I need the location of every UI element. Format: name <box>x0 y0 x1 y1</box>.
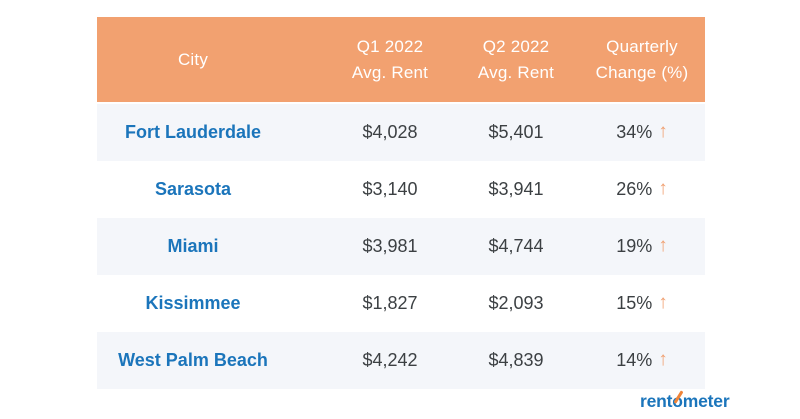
table-row-sarasota: Sarasota $3,140 $3,941 26% ↑ <box>97 161 705 218</box>
column-header-q2-rent: Q2 2022 Avg. Rent <box>453 34 579 86</box>
q1-rent-value: $4,242 <box>362 350 418 370</box>
column-header-line1: Q2 2022 <box>482 36 550 56</box>
city-name: Kissimmee <box>145 293 241 313</box>
q2-rent-value: $3,941 <box>488 179 544 199</box>
city-name: Fort Lauderdale <box>124 122 262 142</box>
q2-rent-value: $4,744 <box>488 236 544 256</box>
q1-rent-value: $3,981 <box>362 236 418 256</box>
column-header-line1: Q1 2022 <box>356 36 424 56</box>
rent-comparison-table: City Q1 2022 Avg. Rent Q2 2022 Avg. Rent… <box>97 17 705 389</box>
up-arrow-icon: ↑ <box>658 349 668 370</box>
logo-text-meter: meter <box>682 391 730 411</box>
column-header-city: City <box>177 49 209 69</box>
q1-rent-value: $3,140 <box>362 179 418 199</box>
city-name: Sarasota <box>154 179 232 199</box>
logo-o-glyph: o <box>672 391 683 411</box>
up-arrow-icon: ↑ <box>658 235 668 256</box>
q2-rent-value: $2,093 <box>488 293 544 313</box>
change-percent: 26% <box>616 179 653 199</box>
quarterly-change-value: 19% ↑ <box>579 236 705 257</box>
column-header-q1-rent: Q1 2022 Avg. Rent <box>327 34 453 86</box>
table-row-kissimmee: Kissimmee $1,827 $2,093 15% ↑ <box>97 275 705 332</box>
change-percent: 14% <box>616 350 653 370</box>
table-row-miami: Miami $3,981 $4,744 19% ↑ <box>97 218 705 275</box>
logo-text-rent: rent <box>640 391 673 411</box>
table-row-west-palm-beach: West Palm Beach $4,242 $4,839 14% ↑ <box>97 332 705 389</box>
q2-rent-value: $5,401 <box>488 122 544 142</box>
column-header-quarterly-change: Quarterly Change (%) <box>579 34 705 86</box>
up-arrow-icon: ↑ <box>658 121 668 142</box>
change-percent: 19% <box>616 236 653 256</box>
q1-rent-value: $1,827 <box>362 293 418 313</box>
quarterly-change-value: 15% ↑ <box>579 293 705 314</box>
column-header-line2: Avg. Rent <box>477 62 555 82</box>
city-name: Miami <box>167 236 219 256</box>
quarterly-change-value: 14% ↑ <box>579 350 705 371</box>
quarterly-change-value: 34% ↑ <box>579 122 705 143</box>
logo-letter-o: o <box>672 390 683 412</box>
column-header-line1: Quarterly <box>606 36 678 56</box>
change-percent: 34% <box>616 122 653 142</box>
quarterly-change-value: 26% ↑ <box>579 179 705 200</box>
rentometer-logo[interactable]: rento meter <box>640 390 730 412</box>
column-header-line2: Avg. Rent <box>351 62 429 82</box>
up-arrow-icon: ↑ <box>658 292 668 313</box>
table-body: Fort Lauderdale $4,028 $5,401 34% ↑ Sara… <box>97 104 705 389</box>
table-row-fort-lauderdale: Fort Lauderdale $4,028 $5,401 34% ↑ <box>97 104 705 161</box>
column-header-line2: Change (%) <box>595 62 689 82</box>
city-name: West Palm Beach <box>118 350 268 370</box>
q2-rent-value: $4,839 <box>488 350 544 370</box>
change-percent: 15% <box>616 293 653 313</box>
q1-rent-value: $4,028 <box>362 122 418 142</box>
up-arrow-icon: ↑ <box>658 178 668 199</box>
table-header-row: City Q1 2022 Avg. Rent Q2 2022 Avg. Rent… <box>97 17 705 102</box>
